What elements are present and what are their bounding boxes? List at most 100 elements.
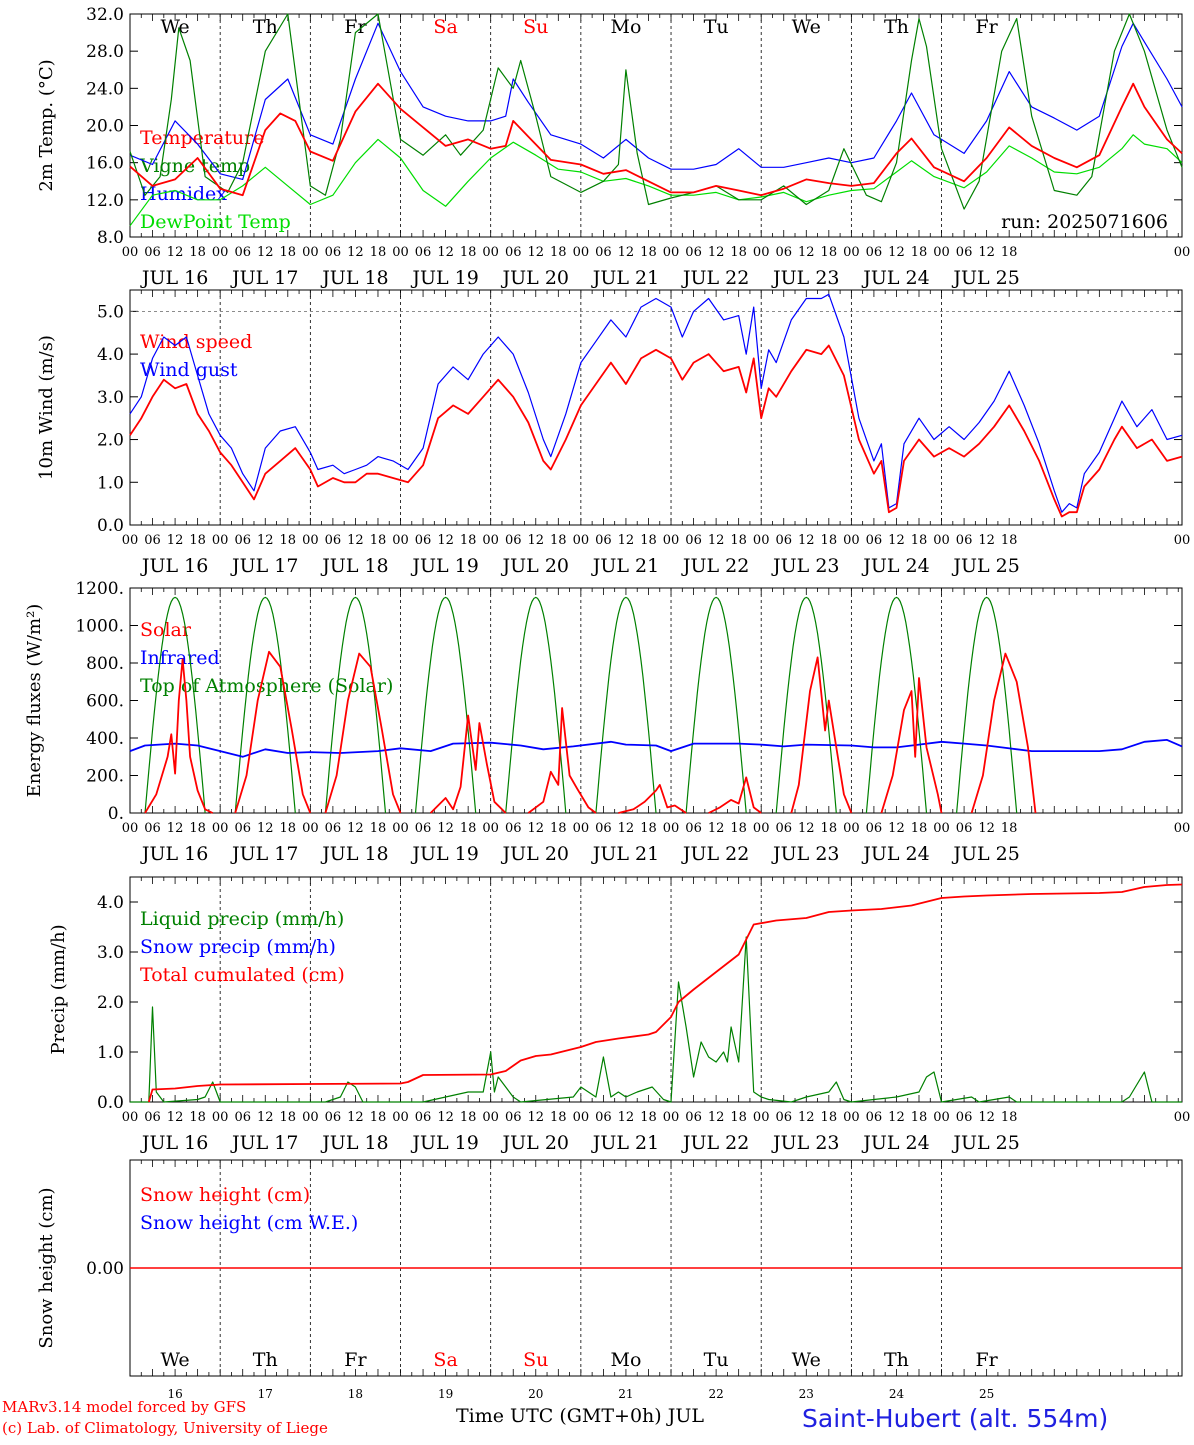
panel-1-hour-label: 18 — [730, 533, 747, 548]
panel-0-hour-label: 18 — [550, 245, 567, 260]
panel-3-hour-label: 06 — [144, 1110, 161, 1125]
wind-series-wind-gust — [129, 293, 1183, 513]
temp-series-vigne-temp — [129, 13, 1183, 210]
panel-1-hour-label: 06 — [956, 533, 973, 548]
panel-0-hour-label: 06 — [415, 245, 432, 260]
panel-0-legend-entry: Vigne temp — [139, 155, 250, 177]
panel-4-legend-entry: Snow height (cm W.E.) — [140, 1212, 358, 1234]
panel-1-hour-label: 12 — [437, 533, 454, 548]
panel-0-hour-label: 18 — [370, 245, 387, 260]
panel-2-ytick-label: 200. — [86, 767, 124, 787]
panel-0-hour-label: 12 — [167, 245, 184, 260]
panel-3-hour-label: 18 — [911, 1110, 928, 1125]
panel-3-legend-entry: Liquid precip (mm/h) — [140, 908, 344, 930]
panel-2-hour-label: 06 — [144, 821, 161, 836]
panel-1-hour-label: 06 — [415, 533, 432, 548]
panel-1-hour-label: 12 — [618, 533, 635, 548]
panel-3-hour-label: 18 — [550, 1110, 567, 1125]
panel-3-ytick-label: 0.0 — [97, 1093, 124, 1113]
panel-0-hour-label: 18 — [821, 245, 838, 260]
panel-2-hour-label: 12 — [798, 821, 815, 836]
panel-3-hour-label: 00 — [933, 1110, 950, 1125]
panel-3-hour-label: 18 — [370, 1110, 387, 1125]
panel-1-hour-label: 00 — [122, 533, 139, 548]
panel-1-hour-label: 18 — [640, 533, 657, 548]
panel-3-hour-label: 00 — [482, 1110, 499, 1125]
panel-3-hour-label: 06 — [775, 1110, 792, 1125]
panel-3-hour-label: 00 — [392, 1110, 409, 1125]
panel-1-hour-label: 18 — [821, 533, 838, 548]
snow-day-name: Mo — [610, 1349, 641, 1371]
toa-solar-curve — [775, 596, 837, 814]
snow-day-name: Fr — [975, 1349, 998, 1371]
snow-day-number: 25 — [979, 1387, 994, 1401]
panel-1-hour-label: 18 — [370, 533, 387, 548]
panel-3-date-label: JUL 20 — [501, 1132, 569, 1154]
panel-2-date-label: JUL 16 — [140, 843, 208, 865]
liquid-precip-series — [130, 936, 1182, 1103]
panel-1-hour-label: 12 — [888, 533, 905, 548]
wind-series-wind-speed — [129, 344, 1183, 518]
panel-2-ytick-label: 0. — [108, 804, 124, 824]
panel-3-date-label: JUL 25 — [951, 1132, 1019, 1154]
panel-2-date-label: JUL 17 — [230, 843, 298, 865]
panel-2-hour-label: 12 — [978, 821, 995, 836]
footer-model-text: MARv3.14 model forced by GFS — [2, 1398, 247, 1416]
panel-0-hour-label: 06 — [685, 245, 702, 260]
panel-0-ytick-label: 24.0 — [86, 79, 124, 99]
panel-1-hour-label: 06 — [505, 533, 522, 548]
panel-2-hour-label: 18 — [640, 821, 657, 836]
panel-2-hour-label: 12 — [708, 821, 725, 836]
panel-2-hour-label: 12 — [437, 821, 454, 836]
toa-solar-curve — [144, 596, 206, 814]
panel-2-date-label: JUL 24 — [861, 843, 929, 865]
temp-series-humidex — [129, 22, 1183, 180]
panel-1-date-label: JUL 25 — [951, 555, 1019, 577]
snow-day-number: 19 — [438, 1387, 453, 1401]
panel-0-hour-label: 00 — [663, 245, 680, 260]
panel-0-date-label: JUL 17 — [230, 267, 298, 289]
panel-0-hour-label: 00 — [933, 245, 950, 260]
station-label: Saint-Hubert (alt. 554m) — [802, 1404, 1109, 1433]
panel-1-hour-label: 00 — [753, 533, 770, 548]
panel-1-date-label: JUL 19 — [410, 555, 478, 577]
panel-4-legend-entry: Snow height (cm) — [140, 1184, 310, 1206]
panel-1-date-label: JUL 18 — [320, 555, 388, 577]
solar-series — [790, 656, 853, 814]
solar-series — [880, 677, 943, 814]
panel-3-hour-label: 12 — [347, 1110, 364, 1125]
panel-1-legend-entry: Wind speed — [140, 331, 252, 353]
panel-2-hour-label: 00 — [482, 821, 499, 836]
panel-3-ytick-label: 2.0 — [97, 993, 124, 1013]
panel-0-date-label: JUL 19 — [410, 267, 478, 289]
panel-2-hour-label: 12 — [888, 821, 905, 836]
panel-2-hour-label: 06 — [775, 821, 792, 836]
panel-0-date-label: JUL 20 — [501, 267, 569, 289]
panel-1-hour-label: 06 — [144, 533, 161, 548]
panel-1-hour-label: 12 — [167, 533, 184, 548]
panel-0-hour-label: 18 — [911, 245, 928, 260]
panel-1-hour-label: 00 — [392, 533, 409, 548]
panel-1-hour-label: 18 — [1001, 533, 1018, 548]
panel-0-legend-entry: DewPoint Temp — [140, 211, 291, 233]
panel-3-hour-label: 12 — [888, 1110, 905, 1125]
panel-3-hour-label: 18 — [460, 1110, 477, 1125]
panel-1-ytick-label: 4.0 — [97, 345, 124, 365]
panel-2-hour-label: 18 — [1001, 821, 1018, 836]
panel-1-hour-label: 00 — [663, 533, 680, 548]
panel-0-date-label: JUL 18 — [320, 267, 388, 289]
footer-lab-text: (c) Lab. of Climatology, University of L… — [2, 1419, 328, 1437]
panel-1-date-label: JUL 21 — [591, 555, 659, 577]
panel-0-hour-label: 12 — [978, 245, 995, 260]
panel-2-hour-label: 12 — [257, 821, 274, 836]
panel-2-hour-label: 00 — [122, 821, 139, 836]
panel-3-date-label: JUL 23 — [771, 1132, 839, 1154]
panel-1-frame — [129, 289, 1183, 526]
panel-4-ylabel: Snow height (cm) — [36, 1187, 57, 1348]
panel-1-hour-label: 12 — [978, 533, 995, 548]
toa-solar-curve — [234, 596, 296, 814]
panel-0-hour-label: 00 — [482, 245, 499, 260]
panel-3-hour-label: 06 — [956, 1110, 973, 1125]
panel-1-ytick-label: 0.0 — [97, 516, 124, 536]
panel-0-legend-entry: Temperature — [140, 127, 264, 149]
